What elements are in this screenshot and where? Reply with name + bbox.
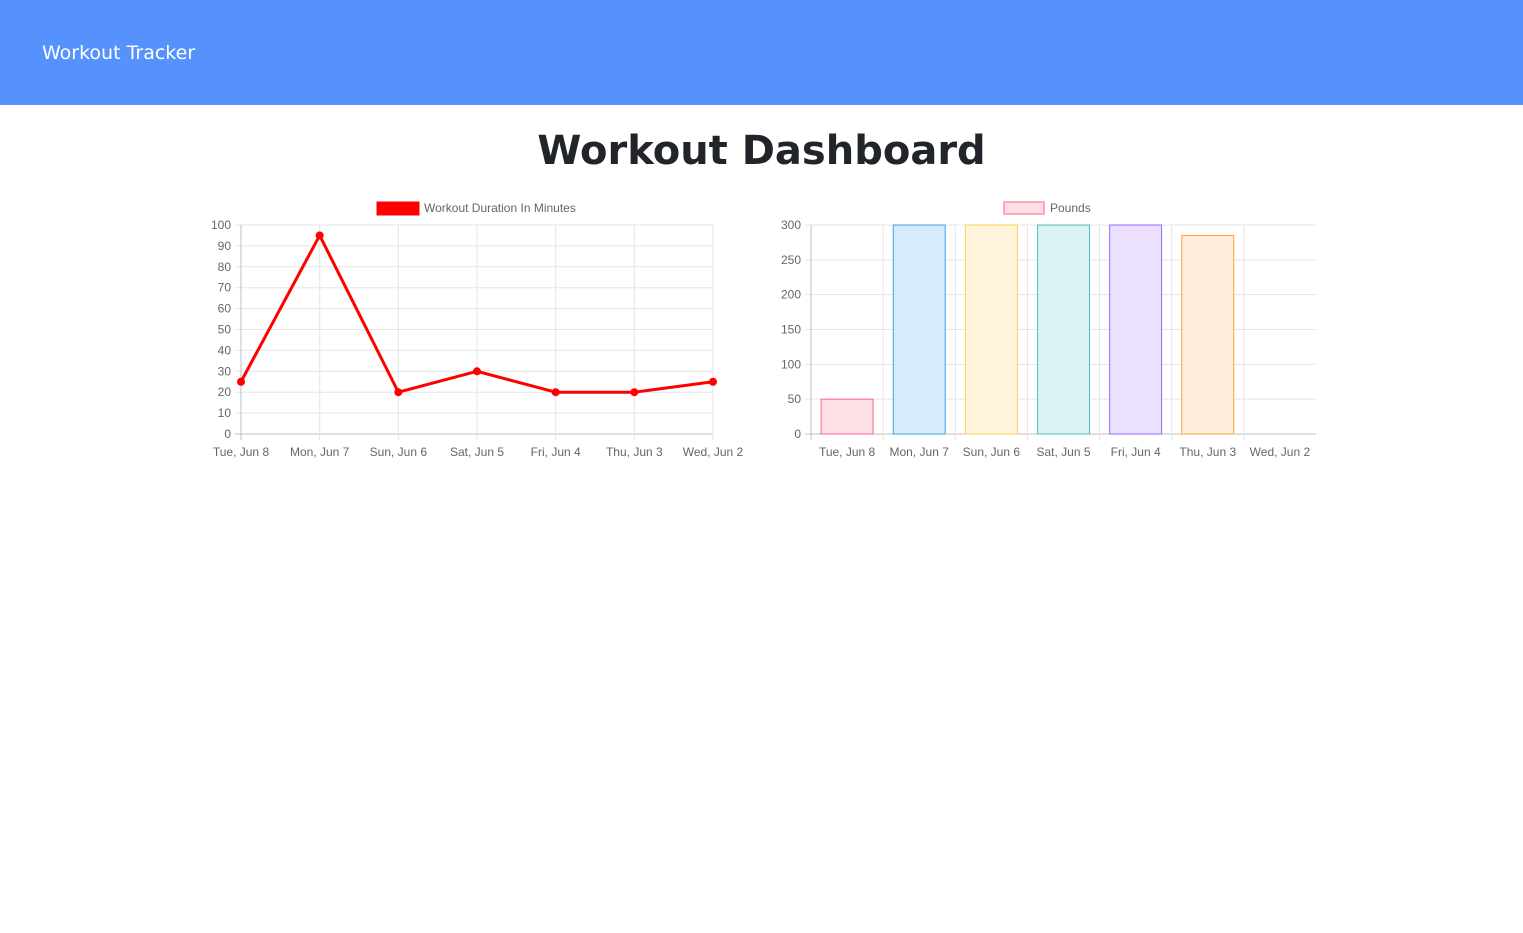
x-tick-label: Mon, Jun 7 xyxy=(890,445,950,459)
y-tick-label: 50 xyxy=(218,323,232,337)
y-tick-label: 70 xyxy=(218,281,232,295)
y-tick-label: 100 xyxy=(211,218,231,232)
bar xyxy=(1037,224,1090,435)
navbar: Workout Tracker xyxy=(0,0,1523,105)
x-tick-label: Wed, Jun 2 xyxy=(683,445,744,459)
y-tick-label: 60 xyxy=(218,302,232,316)
pounds-bar-chart: Pounds 300 250 200 150 100 50 0 Tue, Jun 8 Mon, J… xyxy=(781,201,1316,459)
x-tick-label: Tue, Jun 8 xyxy=(819,445,876,459)
y-tick-label: 20 xyxy=(218,385,232,399)
legend-label: Pounds xyxy=(1050,201,1091,215)
y-tick-label: 90 xyxy=(218,239,232,253)
y-tick-label: 250 xyxy=(781,253,801,267)
x-tick-label: Mon, Jun 7 xyxy=(290,445,350,459)
y-tick-label: 40 xyxy=(218,343,232,357)
y-tick-label: 50 xyxy=(788,392,802,406)
y-tick-label: 10 xyxy=(218,406,232,420)
legend-label: Workout Duration In Minutes xyxy=(424,201,576,215)
data-point xyxy=(237,377,245,386)
legend-swatch xyxy=(1003,201,1045,215)
x-tick-label: Wed, Jun 2 xyxy=(1250,445,1311,459)
y-tick-label: 100 xyxy=(781,357,801,371)
y-tick-label: 150 xyxy=(781,323,801,337)
y-tick-label: 0 xyxy=(224,427,231,441)
bar xyxy=(1181,234,1235,435)
bar xyxy=(820,398,874,435)
bar xyxy=(1109,224,1163,435)
navbar-brand-link[interactable]: Workout Tracker xyxy=(42,42,196,64)
x-tick-label: Sat, Jun 5 xyxy=(450,445,504,459)
data-point xyxy=(630,388,639,397)
y-tick-label: 0 xyxy=(794,427,801,441)
bar xyxy=(892,224,946,435)
x-tick-label: Sun, Jun 6 xyxy=(963,445,1021,459)
x-tick-label: Sat, Jun 5 xyxy=(1036,445,1090,459)
page-title: Workout Dashboard xyxy=(537,128,986,174)
bar xyxy=(964,224,1018,435)
data-point xyxy=(551,388,560,397)
y-tick-label: 300 xyxy=(781,218,801,232)
x-tick-label: Fri, Jun 4 xyxy=(531,445,581,459)
x-tick-label: Thu, Jun 3 xyxy=(606,445,663,459)
legend-swatch xyxy=(376,201,420,216)
y-tick-label: 200 xyxy=(781,288,801,302)
data-point xyxy=(709,377,717,386)
x-tick-label: Tue, Jun 8 xyxy=(213,445,270,459)
y-tick-label: 30 xyxy=(218,364,232,378)
data-point xyxy=(315,231,324,240)
x-tick-label: Sun, Jun 6 xyxy=(370,445,428,459)
workout-duration-line-chart: Workout Duration In Minutes1009080706050… xyxy=(211,201,744,459)
data-point xyxy=(473,367,481,376)
data-point xyxy=(394,388,403,397)
x-tick-label: Fri, Jun 4 xyxy=(1111,445,1161,459)
y-tick-label: 80 xyxy=(218,260,232,274)
x-tick-label: Thu, Jun 3 xyxy=(1179,445,1236,459)
